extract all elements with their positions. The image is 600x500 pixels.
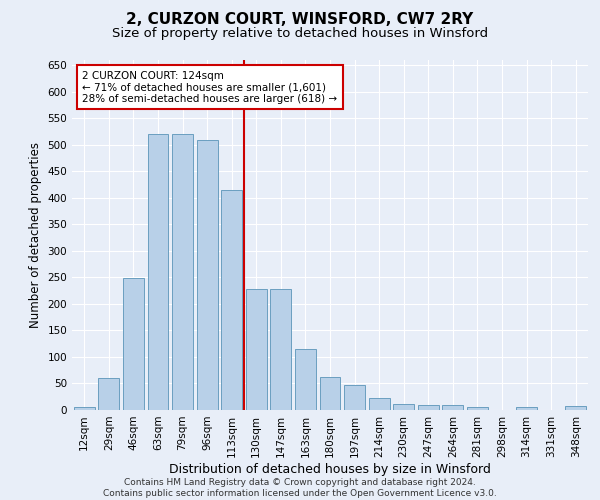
Bar [172,134,193,410]
Bar [221,190,242,410]
Bar [246,289,267,410]
Y-axis label: Number of detached properties: Number of detached properties [29,142,42,328]
Bar [271,289,292,410]
Bar [565,406,586,410]
Bar [74,408,95,410]
Bar [295,349,316,410]
Bar [442,405,463,410]
Text: 2 CURZON COURT: 124sqm
← 71% of detached houses are smaller (1,601)
28% of semi-: 2 CURZON COURT: 124sqm ← 71% of detached… [82,70,337,104]
Bar [393,404,414,410]
Bar [344,385,365,410]
Bar [516,408,537,410]
Bar [98,378,119,410]
Bar [123,278,144,410]
Bar [467,407,488,410]
X-axis label: Distribution of detached houses by size in Winsford: Distribution of detached houses by size … [169,462,491,475]
Text: 2, CURZON COURT, WINSFORD, CW7 2RY: 2, CURZON COURT, WINSFORD, CW7 2RY [127,12,473,28]
Text: Size of property relative to detached houses in Winsford: Size of property relative to detached ho… [112,28,488,40]
Bar [148,134,169,410]
Text: Contains HM Land Registry data © Crown copyright and database right 2024.
Contai: Contains HM Land Registry data © Crown c… [103,478,497,498]
Bar [197,140,218,410]
Bar [368,398,389,410]
Bar [418,405,439,410]
Bar [320,376,340,410]
